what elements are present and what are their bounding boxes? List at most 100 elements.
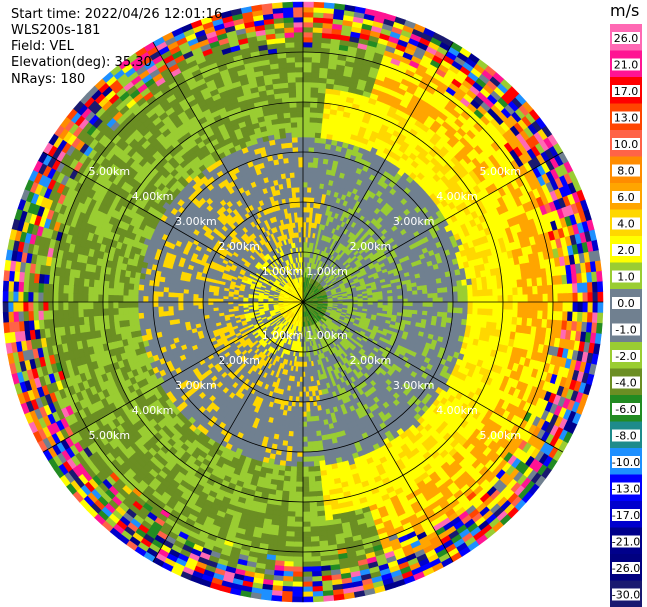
velocity-cell: [312, 21, 323, 29]
velocity-cell: [302, 51, 313, 58]
velocity-cell: [402, 297, 409, 303]
velocity-cell: [562, 292, 569, 303]
velocity-cell: [287, 86, 297, 93]
velocity-cell: [295, 101, 304, 108]
velocity-cell: [432, 296, 439, 303]
velocity-cell: [289, 106, 297, 113]
velocity-cell: [287, 157, 294, 164]
velocity-cell: [302, 31, 313, 38]
velocity-cell: [462, 295, 469, 303]
velocity-cell: [312, 16, 324, 24]
velocity-cell: [437, 296, 444, 303]
velocity-cell: [313, 142, 321, 149]
velocity-cell: [486, 281, 493, 290]
velocity-cell: [288, 161, 294, 169]
velocity-cell: [302, 91, 311, 98]
velocity-cell: [497, 287, 504, 296]
velocity-cell: [298, 191, 304, 198]
velocity-cell: [427, 297, 434, 303]
velocity-cell: [316, 167, 323, 174]
velocity-cell: [285, 137, 293, 144]
velocity-cell: [309, 101, 318, 108]
velocity-cell: [309, 86, 319, 93]
velocity-cell: [397, 298, 404, 303]
velocity-cell: [532, 293, 539, 303]
velocity-cell: [311, 51, 321, 58]
velocity-cell: [302, 26, 313, 33]
velocity-cell: [477, 295, 484, 303]
velocity-cell: [312, 161, 318, 169]
velocity-cell: [297, 151, 304, 158]
velocity-cell: [284, 36, 295, 43]
velocity-cell: [307, 171, 313, 178]
velocity-cell: [492, 294, 499, 303]
velocity-cell: [302, 101, 311, 108]
velocity-cell: [302, 191, 308, 198]
velocity-cell: [427, 292, 434, 298]
velocity-cell: [507, 287, 514, 296]
velocity-cell: [311, 166, 318, 174]
velocity-cell: [292, 1, 304, 8]
velocity-cell: [302, 106, 311, 113]
velocity-cell: [302, 126, 310, 133]
velocity-cell: [311, 36, 322, 43]
velocity-cell: [302, 216, 307, 223]
velocity-cell: [296, 116, 304, 123]
velocity-cell: [289, 171, 295, 179]
velocity-cell: [447, 296, 454, 303]
velocity-cell: [293, 26, 304, 33]
velocity-cell: [552, 283, 559, 294]
velocity-cell: [294, 61, 304, 68]
velocity-cell: [298, 186, 304, 193]
velocity-cell: [295, 91, 304, 98]
velocity-cell: [594, 259, 602, 272]
velocity-cell: [302, 16, 314, 23]
velocity-cell: [302, 6, 314, 13]
velocity-cell: [302, 36, 313, 43]
velocity-cell: [306, 176, 313, 183]
velocity-cell: [299, 201, 304, 208]
velocity-cell: [290, 121, 298, 128]
velocity-cell: [292, 16, 304, 23]
velocity-cell: [302, 56, 312, 63]
velocity-cell: [557, 292, 564, 303]
velocity-cell: [567, 282, 574, 294]
velocity-cell: [305, 206, 310, 213]
velocity-cell: [307, 156, 314, 163]
velocity-cell: [292, 21, 304, 28]
velocity-cell: [457, 296, 464, 303]
velocity-cell: [294, 76, 304, 83]
velocity-cell: [284, 46, 295, 53]
velocity-cell: [293, 171, 299, 178]
velocity-cell: [302, 171, 308, 178]
velocity-cell: [596, 270, 603, 282]
velocity-cell: [417, 297, 424, 303]
velocity-cell: [302, 166, 309, 173]
velocity-cell: [294, 181, 300, 188]
velocity-cell: [417, 293, 424, 299]
velocity-cell: [282, 112, 291, 119]
velocity-cell: [309, 196, 315, 203]
velocity-cell: [295, 106, 304, 113]
velocity-cell: [294, 81, 304, 88]
velocity-cell: [293, 41, 304, 48]
velocity-cell: [302, 176, 308, 183]
velocity-cell: [311, 56, 321, 63]
velocity-cell: [284, 41, 295, 48]
velocity-cell: [537, 284, 544, 295]
velocity-cell: [297, 156, 304, 163]
velocity-cell: [512, 294, 519, 303]
velocity-cell: [587, 291, 594, 303]
velocity-cell: [487, 295, 494, 303]
velocity-cell: [283, 117, 291, 124]
velocity-cell: [586, 281, 594, 293]
velocity-cell: [289, 116, 298, 123]
velocity-cell: [457, 290, 464, 297]
velocity-cell: [302, 121, 310, 128]
velocity-cell: [392, 298, 399, 303]
velocity-cell: [307, 151, 314, 158]
velocity-cell: [302, 96, 311, 103]
velocity-cell: [281, 1, 294, 9]
velocity-cell: [302, 21, 314, 28]
